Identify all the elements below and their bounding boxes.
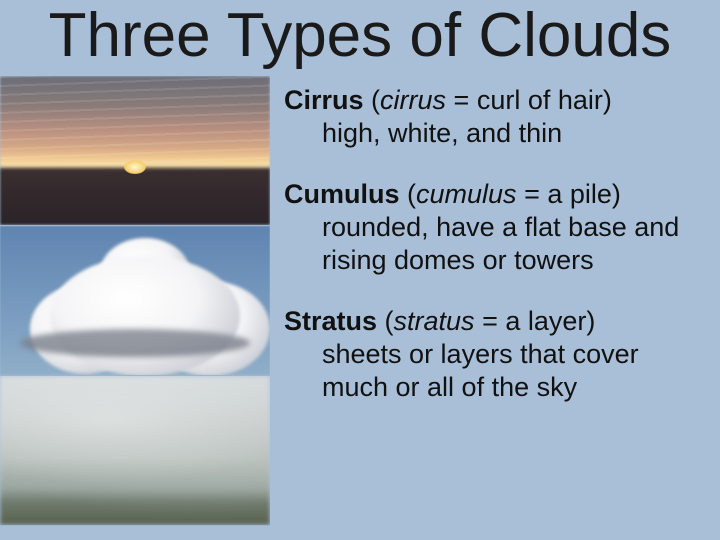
cloud-entry-cumulus: Cumulus (cumulus = a pile) rounded, have… xyxy=(284,178,702,277)
cloud-name: Stratus xyxy=(284,306,377,336)
sun-icon xyxy=(124,160,146,174)
cloud-meaning: a layer xyxy=(505,306,586,336)
cloud-name: Cirrus xyxy=(284,85,364,115)
cumulus-image xyxy=(0,226,270,376)
cloud-description: sheets or layers that cover much or all … xyxy=(284,338,702,404)
cloud-meaning: curl of hair xyxy=(477,85,603,115)
cloud-entry-stratus: Stratus (stratus = a layer) sheets or la… xyxy=(284,305,702,404)
stratus-image xyxy=(0,376,270,526)
text-column: Cirrus (cirrus = curl of hair) high, whi… xyxy=(270,76,720,526)
cloud-meaning: a pile xyxy=(547,179,612,209)
image-column xyxy=(0,76,270,526)
cloud-description: high, white, and thin xyxy=(284,117,702,150)
cloud-latin: cumulus xyxy=(416,179,517,209)
cirrus-image xyxy=(0,76,270,226)
page-title: Three Types of Clouds xyxy=(0,0,720,76)
cloud-description: rounded, have a flat base and rising dom… xyxy=(284,211,702,277)
cloud-latin: stratus xyxy=(394,306,475,336)
cloud-name: Cumulus xyxy=(284,179,400,209)
cloud-entry-cirrus: Cirrus (cirrus = curl of hair) high, whi… xyxy=(284,84,702,150)
cloud-latin: cirrus xyxy=(380,85,446,115)
content-row: Cirrus (cirrus = curl of hair) high, whi… xyxy=(0,76,720,526)
